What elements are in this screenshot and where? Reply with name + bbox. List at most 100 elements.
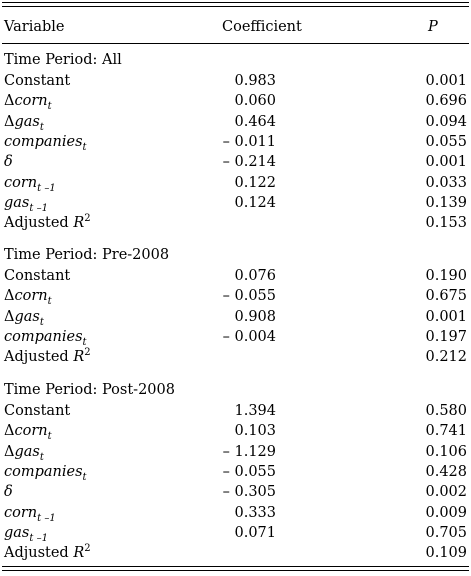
variable-main: δ: [4, 484, 13, 501]
variable-pre: Δ: [4, 423, 15, 440]
header-coefficient: Coefficient: [222, 19, 302, 35]
coefficient-cell: 0.464: [234, 113, 276, 130]
header-variable: Variable: [4, 19, 65, 35]
variable-sub: t –1: [37, 512, 56, 524]
p-value-cell: 0.139: [425, 194, 467, 211]
variable-cell: Constant: [4, 71, 70, 93]
p-value-cell: 0.001: [425, 308, 467, 325]
p-value-cell: 0.428: [425, 463, 467, 480]
variable-sub: t: [39, 121, 44, 133]
section-title: Time Period: Pre-2008: [0, 245, 471, 265]
table-row: Adjusted R2 0.109: [0, 543, 471, 563]
table-row: companiest – 0.055 0.428: [0, 462, 471, 483]
variable-pre: Δ: [4, 308, 15, 325]
variable-main: gas: [14, 443, 40, 460]
variable-sup: 2: [84, 543, 91, 555]
variable-main: companies: [4, 133, 83, 150]
p-value-cell: 0.001: [425, 73, 467, 89]
variable-cell: Constant: [4, 401, 70, 423]
coefficient-cell: 0.908: [234, 308, 276, 325]
variable-main: corn: [14, 288, 48, 305]
variable-main: gas: [14, 308, 40, 325]
coefficient-cell: 0.071: [234, 524, 276, 541]
variable-sub: t: [82, 471, 87, 483]
table-row: Constant 0.983 0.001: [0, 71, 471, 91]
variable-cell: cornt –1: [4, 503, 56, 525]
coefficient-cell: – 1.129: [222, 443, 276, 460]
p-value-cell: 0.109: [425, 545, 467, 562]
variable-cell: gast –1: [4, 193, 48, 215]
p-value-cell: 0.212: [425, 349, 467, 366]
variable-cell: gast –1: [4, 523, 48, 545]
variable-main: corn: [14, 423, 48, 440]
coefficient-cell: 0.076: [234, 268, 276, 284]
variable-cell: Adjusted R2: [4, 543, 91, 565]
table-row: companiest – 0.011 0.055: [0, 132, 471, 154]
section-title: Time Period: All: [0, 50, 471, 70]
variable-pre: Δ: [4, 288, 15, 305]
variable-main: corn: [4, 174, 38, 191]
p-value-cell: 0.002: [425, 484, 467, 501]
section-title-label: Time Period: Post-2008: [4, 382, 175, 398]
variable-sup: 2: [84, 347, 91, 359]
variable-cell: Δcornt: [4, 91, 52, 113]
p-value-cell: 0.675: [425, 288, 467, 305]
coefficient-cell: – 0.055: [222, 463, 276, 480]
header-rule: [2, 43, 469, 44]
variable-pre: Δ: [4, 93, 15, 110]
variable-main: δ: [4, 154, 13, 171]
variable-cell: Constant: [4, 266, 70, 288]
p-value-cell: 0.009: [425, 504, 467, 521]
variable-sub: t: [47, 101, 52, 113]
bottom-rule-inner: [2, 566, 469, 567]
variable-sub: t: [47, 431, 52, 443]
variable-cell: companiest: [4, 132, 87, 154]
variable-cell: Δcornt: [4, 286, 52, 308]
table-row: gast –1 0.071 0.705: [0, 523, 471, 545]
variable-pre: Adjusted: [4, 215, 74, 232]
variable-cell: δ: [4, 482, 13, 504]
table-row: Adjusted R2 0.212: [0, 347, 471, 367]
coefficient-cell: – 0.011: [222, 133, 276, 150]
table-row: Δgast 0.464 0.094: [0, 112, 471, 134]
variable-main: gas: [4, 194, 30, 211]
p-value-cell: 0.094: [425, 113, 467, 130]
p-value-cell: 0.106: [425, 443, 467, 460]
variable-cell: δ: [4, 152, 13, 174]
section-title-label: Time Period: Pre-2008: [4, 247, 170, 263]
table-row: Δcornt – 0.055 0.675: [0, 286, 471, 308]
p-value-cell: 0.741: [425, 423, 467, 440]
p-value-cell: 0.705: [425, 524, 467, 541]
variable-sub: t: [47, 296, 52, 308]
variable-cell: cornt –1: [4, 173, 56, 195]
table-row: Δcornt 0.103 0.741: [0, 421, 471, 443]
coefficient-cell: – 0.004: [222, 328, 276, 345]
coefficient-cell: 0.124: [234, 194, 276, 211]
table-row: cornt –1 0.333 0.009: [0, 503, 471, 525]
p-value-cell: 0.033: [425, 174, 467, 191]
coefficient-cell: 0.333: [234, 504, 276, 521]
variable-cell: companiest: [4, 327, 87, 349]
variable-pre: Adjusted: [4, 349, 74, 366]
coefficient-cell: 0.060: [234, 93, 276, 110]
p-value-cell: 0.153: [425, 215, 467, 232]
variable-main: companies: [4, 328, 83, 345]
p-value-cell: 0.696: [425, 93, 467, 110]
variable-sub: t: [82, 336, 87, 348]
top-rule-inner: [2, 6, 469, 7]
coefficient-cell: – 0.214: [222, 154, 276, 171]
variable-cell: Δgast: [4, 442, 44, 464]
header-p: P: [428, 19, 438, 35]
coefficient-cell: – 0.055: [222, 288, 276, 305]
p-value-cell: 0.190: [425, 268, 467, 284]
table-row: δ – 0.214 0.001: [0, 152, 471, 172]
variable-pre: Adjusted: [4, 545, 74, 562]
p-value-cell: 0.580: [425, 403, 467, 419]
variable-cell: Δgast: [4, 112, 44, 134]
coefficient-cell: 0.122: [234, 174, 276, 191]
table-row: companiest – 0.004 0.197: [0, 327, 471, 349]
table-row: Adjusted R2 0.153: [0, 213, 471, 233]
variable-main: gas: [4, 524, 30, 541]
variable-main: corn: [4, 504, 38, 521]
